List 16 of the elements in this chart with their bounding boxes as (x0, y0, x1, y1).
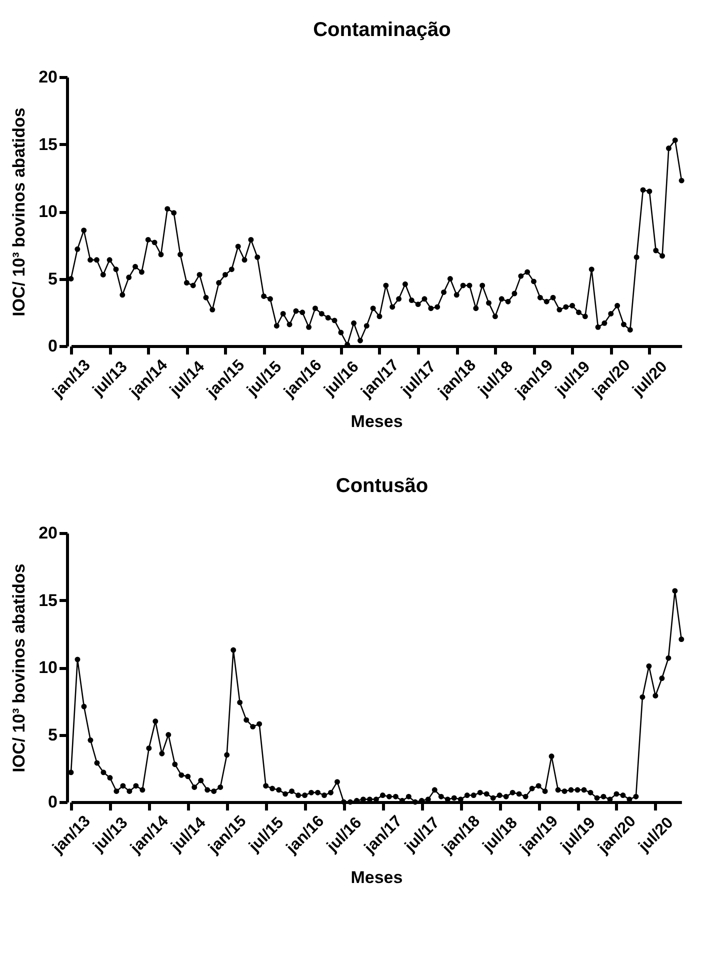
y-tick-label: 0 (48, 792, 58, 812)
y-tick-label: 0 (48, 336, 58, 356)
y-tick-label: 15 (38, 134, 58, 154)
x-axis-title: Meses (350, 412, 403, 432)
y-tick-label: 20 (38, 68, 58, 86)
y-axis-title: IOC/ 10³ bovinos abatidos (10, 108, 29, 316)
y-axis-title: IOC/ 10³ bovinos abatidos (10, 564, 29, 772)
y-tick-label: 10 (38, 202, 58, 221)
y-tick-label: 20 (38, 524, 58, 542)
y-tick-label: 5 (48, 269, 58, 288)
y-tick-label: 10 (38, 658, 58, 677)
chart-title: Contusão (336, 475, 428, 497)
x-axis-title: Meses (350, 868, 403, 888)
chart-title: Contaminação (313, 19, 451, 41)
y-tick-label: 15 (38, 590, 58, 610)
y-tick-label: 5 (48, 725, 58, 744)
